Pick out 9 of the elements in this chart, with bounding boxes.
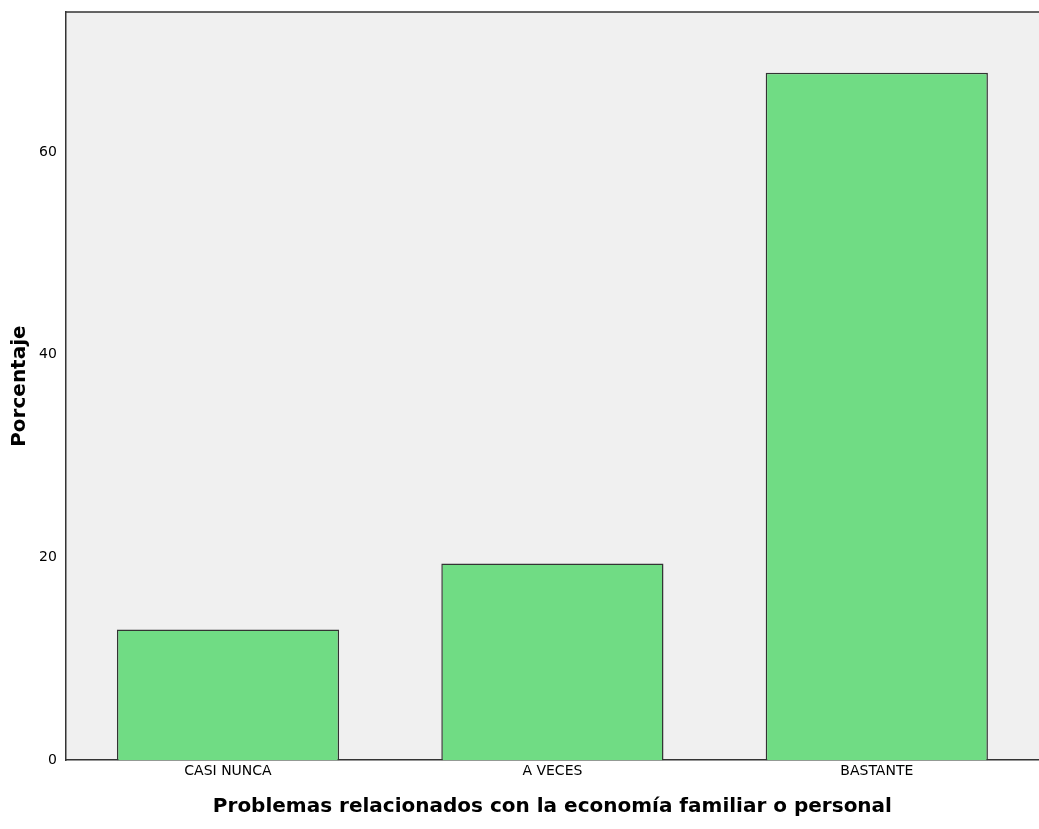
y-axis-title: Porcentaje — [6, 325, 31, 447]
x-tick-label: BASTANTE — [840, 762, 914, 779]
x-tick-label: A VECES — [522, 762, 583, 779]
y-tick-label: 40 — [38, 345, 57, 362]
y-tick-label: 0 — [47, 750, 57, 767]
y-tick-label: 20 — [38, 548, 57, 565]
y-tick-label: 60 — [38, 142, 57, 159]
x-axis-title: Problemas relacionados con la economía familiar o personal — [212, 793, 892, 818]
x-tick-label: CASI NUNCA — [184, 762, 273, 779]
